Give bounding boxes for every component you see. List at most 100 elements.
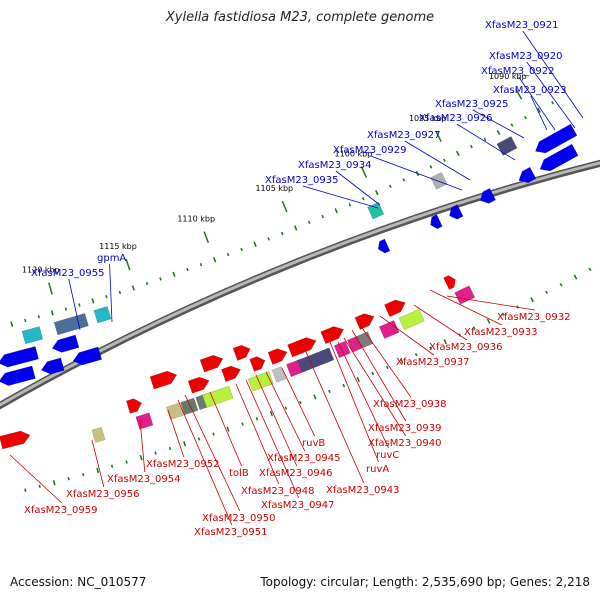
gene-label-xfasm23-0950[interactable]: XfasM23_0950 (202, 513, 276, 524)
gene-label-tolb[interactable]: tolB (229, 468, 249, 479)
gc-skew-mark (197, 437, 201, 441)
gc-skew-mark (501, 312, 505, 316)
reverse-gene-category[interactable] (135, 412, 154, 430)
gc-content-mark (24, 318, 27, 323)
forward-gene-arrow[interactable] (477, 187, 496, 206)
reverse-gene-arrow[interactable] (320, 323, 346, 345)
gc-skew-mark (226, 426, 230, 432)
gene-label-xfasm23-0943[interactable]: XfasM23_0943 (326, 485, 400, 496)
gene-label-xfasm23-0920[interactable]: XfasM23_0920 (489, 51, 563, 62)
gene-label-xfasm23-0929[interactable]: XfasM23_0929 (333, 145, 407, 156)
gc-skew-mark (241, 422, 244, 426)
gene-label-xfasm23-0934[interactable]: XfasM23_0934 (298, 160, 372, 171)
label-leader-line (530, 95, 548, 131)
gene-label-xfasm23-0946[interactable]: XfasM23_0946 (259, 468, 333, 479)
gene-label-xfasm23-0937[interactable]: XfasM23_0937 (396, 357, 470, 368)
gene-label-ruva[interactable]: ruvA (366, 464, 389, 475)
scale-tick-label: 1110 kbp (177, 215, 215, 224)
gene-label-xfasm23-0926[interactable]: XfasM23_0926 (419, 113, 493, 124)
label-leader-line (335, 170, 381, 206)
forward-gene-arrow[interactable] (447, 204, 464, 222)
reverse-gene-arrow[interactable] (125, 397, 143, 414)
gene-label-ruvc[interactable]: ruvC (376, 450, 399, 461)
gene-label-xfasm23-0938[interactable]: XfasM23_0938 (373, 399, 447, 410)
forward-gene-arrow[interactable] (537, 143, 579, 175)
reverse-gene-category[interactable] (378, 320, 400, 339)
reverse-gene-arrow[interactable] (232, 343, 253, 361)
gene-label-xfasm23-0945[interactable]: XfasM23_0945 (267, 453, 341, 464)
label-leader-line (281, 367, 315, 437)
label-leader-line (526, 61, 576, 129)
reverse-gene-category[interactable] (91, 426, 106, 443)
gene-label-xfasm23-0936[interactable]: XfasM23_0936 (429, 342, 503, 353)
reverse-gene-arrow[interactable] (443, 274, 459, 290)
forward-gene-category[interactable] (53, 313, 89, 336)
reverse-gene-arrow[interactable] (287, 335, 319, 358)
gene-label-xfasm23-0952[interactable]: XfasM23_0952 (146, 459, 220, 470)
accession-text: Accession: NC_010577 (10, 575, 147, 589)
gene-label-xfasm23-0933[interactable]: XfasM23_0933 (464, 327, 538, 338)
forward-gene-arrow[interactable] (71, 346, 103, 367)
forward-gene-arrow[interactable] (516, 166, 537, 186)
forward-gene-category[interactable] (430, 171, 448, 190)
gc-content-mark (50, 310, 54, 316)
forward-gene-category[interactable] (367, 201, 385, 220)
reverse-gene-arrow[interactable] (354, 310, 377, 330)
gene-label-xfasm23-0947[interactable]: XfasM23_0947 (261, 500, 335, 511)
reverse-gene-category[interactable] (333, 340, 351, 359)
reverse-gene-arrow[interactable] (149, 369, 179, 390)
gene-label-xfasm23-0954[interactable]: XfasM23_0954 (107, 474, 181, 485)
reverse-gene-category[interactable] (247, 371, 274, 392)
label-leader-line (91, 439, 105, 488)
reverse-gene-category[interactable] (398, 308, 425, 331)
gc-skew-mark (429, 346, 433, 350)
forward-gene-arrow[interactable] (0, 365, 36, 388)
reverse-gene-arrow[interactable] (221, 363, 242, 382)
gc-content-mark (226, 252, 230, 257)
gc-skew-mark (154, 451, 157, 455)
gene-label-xfasm23-0948[interactable]: XfasM23_0948 (241, 486, 315, 497)
gene-label-xfasm23-0932[interactable]: XfasM23_0932 (497, 312, 571, 323)
forward-gene-arrow[interactable] (40, 357, 65, 376)
forward-gene-category[interactable] (21, 326, 44, 345)
reverse-gene-arrow[interactable] (249, 354, 268, 372)
gene-label-xfasm23-0925[interactable]: XfasM23_0925 (435, 99, 509, 110)
forward-gene-arrow[interactable] (375, 238, 391, 255)
gene-label-xfasm23-0956[interactable]: XfasM23_0956 (66, 489, 140, 500)
reverse-gene-category[interactable] (180, 397, 199, 416)
reverse-gene-arrow[interactable] (0, 429, 32, 450)
gene-label-xfasm23-0935[interactable]: XfasM23_0935 (265, 175, 339, 186)
reverse-gene-category[interactable] (166, 402, 184, 420)
gene-label-xfasm23-0959[interactable]: XfasM23_0959 (24, 505, 98, 516)
forward-gene-category[interactable] (496, 136, 518, 156)
label-leader-line (522, 30, 584, 119)
reverse-gene-category[interactable] (202, 385, 234, 408)
reverse-gene-arrow[interactable] (267, 346, 289, 365)
reverse-gene-arrow[interactable] (199, 353, 225, 373)
gene-label-xfasm23-0927[interactable]: XfasM23_0927 (367, 130, 441, 141)
forward-gene-arrow[interactable] (50, 334, 80, 355)
reverse-gene-arrow[interactable] (384, 297, 408, 318)
gene-label-xfasm23-0921[interactable]: XfasM23_0921 (485, 20, 559, 31)
forward-gene-arrow[interactable] (0, 346, 39, 369)
gene-label-xfasm23-0922[interactable]: XfasM23_0922 (481, 66, 555, 77)
gene-label-xfasm23-0951[interactable]: XfasM23_0951 (194, 527, 268, 538)
reverse-gene-arrow[interactable] (187, 375, 211, 394)
gene-label-ruvb[interactable]: ruvB (302, 438, 325, 449)
gc-skew-mark (573, 274, 578, 280)
label-leader-line (184, 394, 241, 512)
gc-content-mark (267, 237, 270, 241)
gc-content-mark (172, 271, 176, 277)
reverse-gene-category[interactable] (454, 285, 476, 305)
gene-label-xfasm23-0923[interactable]: XfasM23_0923 (493, 85, 567, 96)
forward-gene-arrow[interactable] (532, 123, 578, 157)
gene-label-xfasm23-0955[interactable]: XfasM23_0955 (31, 268, 105, 279)
reverse-gene-category[interactable] (271, 366, 287, 383)
scale-tick-label: 1095 kbp (409, 114, 447, 123)
scale-tick-label: 1105 kbp (255, 184, 293, 193)
forward-gene-arrow[interactable] (428, 214, 443, 231)
gene-label-xfasm23-0940[interactable]: XfasM23_0940 (368, 438, 442, 449)
forward-gene-category[interactable] (93, 306, 112, 324)
gene-label-xfasm23-0939[interactable]: XfasM23_0939 (368, 423, 442, 434)
gene-label-gpma[interactable]: gpmA (97, 253, 126, 264)
